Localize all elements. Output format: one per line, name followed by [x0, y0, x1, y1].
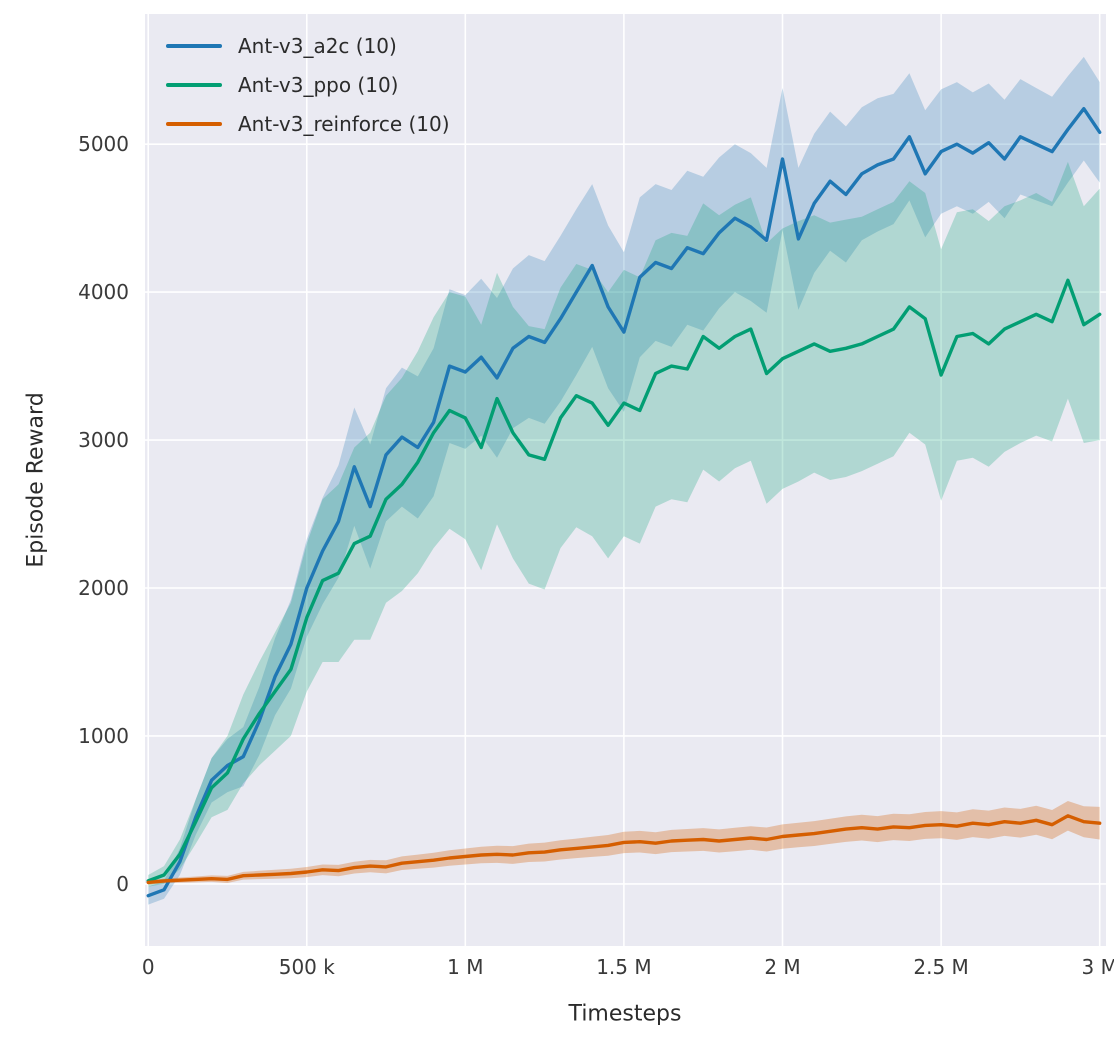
- x-tick-label: 500 k: [279, 955, 336, 979]
- legend-item-0: Ant-v3_a2c (10): [166, 30, 450, 61]
- legend-line-swatch: [166, 121, 222, 126]
- legend-label: Ant-v3_a2c (10): [238, 33, 397, 58]
- series-band-0: [148, 56, 1100, 905]
- legend-label: Ant-v3_reinforce (10): [238, 111, 450, 136]
- y-tick-label: 4000: [78, 280, 129, 304]
- series-line-2: [146, 814, 1102, 885]
- y-tick-label: 2000: [78, 576, 129, 600]
- series-line-1: [146, 278, 1102, 883]
- x-tick-label: 2 M: [764, 955, 800, 979]
- legend-line-swatch: [166, 82, 222, 87]
- y-tick-label: 3000: [78, 428, 129, 452]
- legend-item-1: Ant-v3_ppo (10): [166, 69, 450, 100]
- y-axis-label: Episode Reward: [23, 392, 49, 568]
- y-tick-label: 1000: [78, 724, 129, 748]
- legend: Ant-v3_a2c (10) Ant-v3_ppo (10) Ant-v3_rei…: [166, 30, 450, 139]
- y-tick-label: 0: [116, 872, 129, 896]
- x-tick-label: 0: [142, 955, 155, 979]
- plot-area: [145, 14, 1106, 946]
- legend-label: Ant-v3_ppo (10): [238, 72, 399, 97]
- legend-line-swatch: [166, 43, 222, 48]
- series-line-0: [146, 107, 1102, 898]
- x-tick-label: 1 M: [447, 955, 483, 979]
- x-tick-label: 2.5 M: [913, 955, 968, 979]
- x-tick-label: 3 M: [1082, 955, 1114, 979]
- y-tick-label: 5000: [78, 132, 129, 156]
- x-axis-label: Timesteps: [568, 1001, 682, 1027]
- x-tick-label: 1.5 M: [596, 955, 651, 979]
- legend-item-2: Ant-v3_reinforce (10): [166, 108, 450, 139]
